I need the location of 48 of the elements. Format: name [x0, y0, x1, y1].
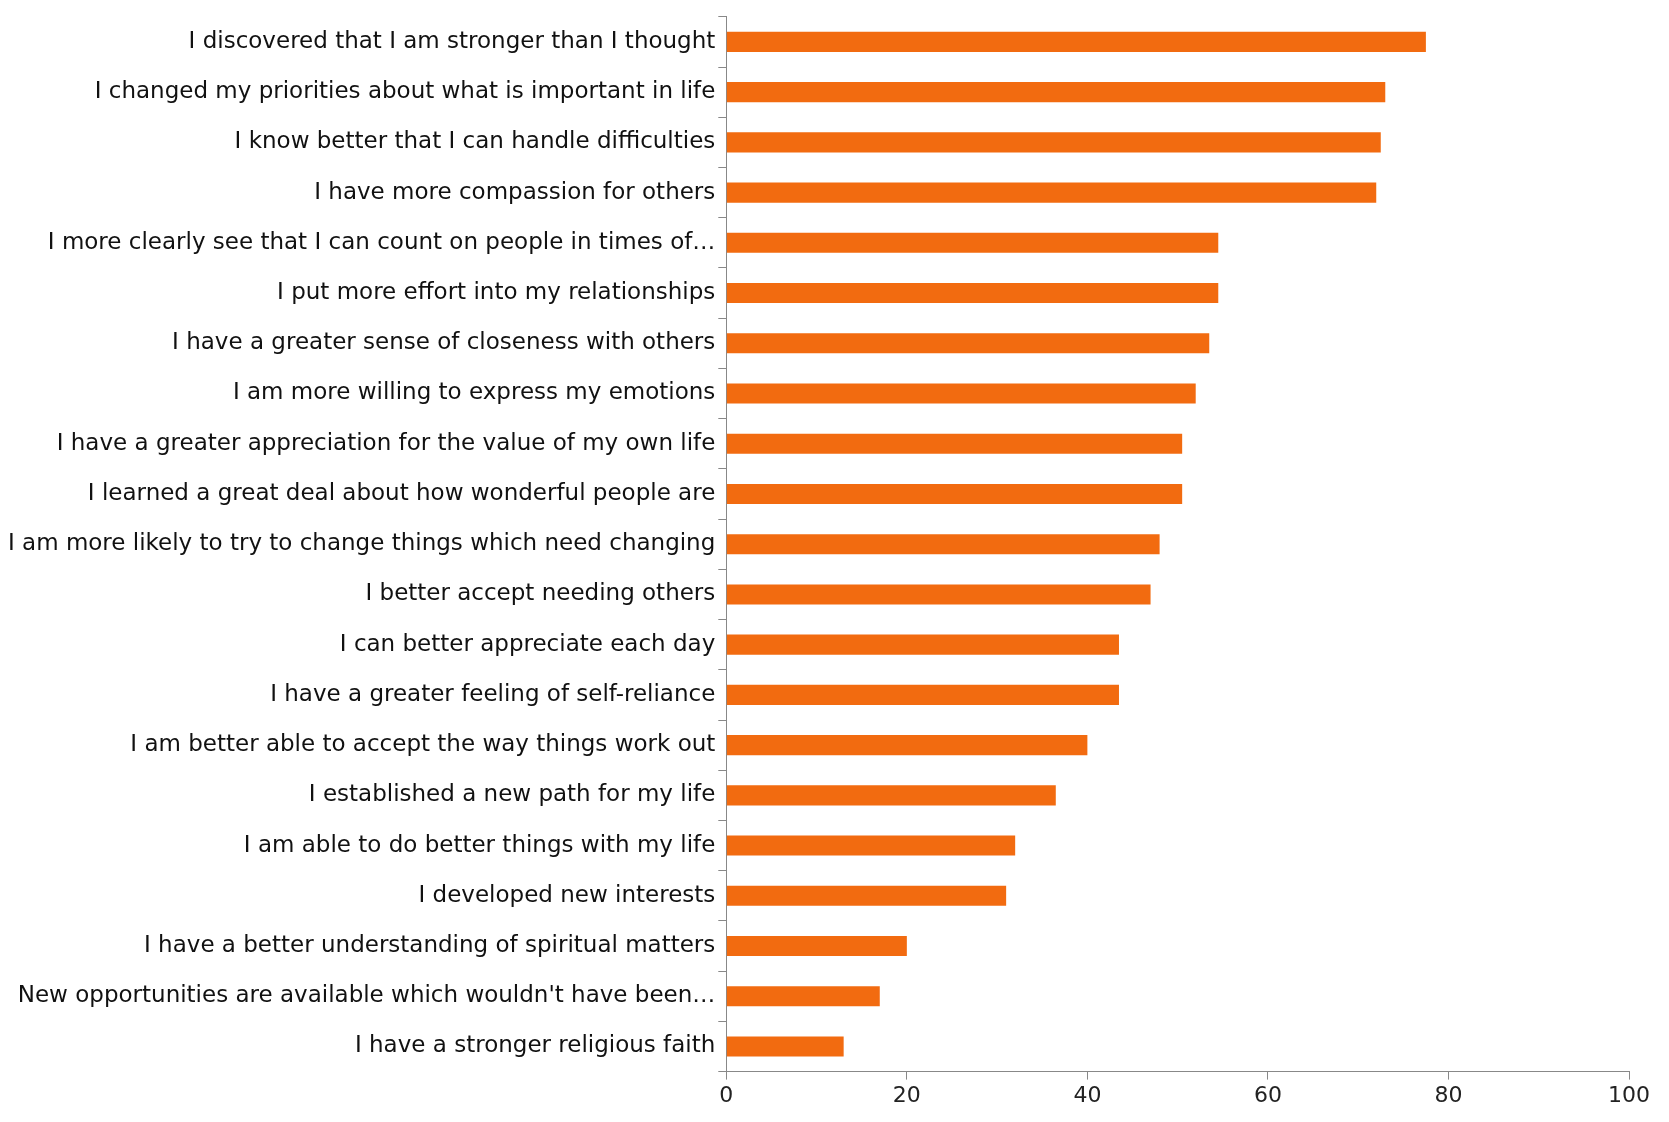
- y-tick-label: I have more compassion for others: [314, 177, 716, 204]
- bar: [726, 785, 1056, 806]
- bar: [726, 433, 1183, 454]
- y-tick-label: New opportunities are available which wouldn't have been…: [17, 981, 716, 1008]
- bar: [726, 283, 1219, 304]
- bar: [726, 584, 1151, 605]
- bar: [726, 1036, 844, 1057]
- bar: [726, 534, 1160, 555]
- bar: [726, 935, 907, 957]
- y-tick-label: I know better that I can handle difficulties: [234, 127, 716, 154]
- bar: [726, 835, 1016, 856]
- bar: [726, 232, 1219, 253]
- bar: [726, 31, 1426, 52]
- bar: [726, 132, 1381, 153]
- y-tick-label: I am better able to accept the way things work out: [130, 730, 716, 757]
- bar: [726, 986, 880, 1007]
- y-tick-label: I have a stronger religious faith: [354, 1031, 716, 1058]
- y-tick-label: I am more willing to express my emotions: [232, 378, 716, 405]
- y-tick-label: I established a new path for my life: [308, 780, 716, 807]
- bar: [726, 383, 1196, 404]
- bar: [726, 684, 1119, 705]
- bar: [726, 182, 1377, 203]
- x-tick-label: 0: [719, 1081, 734, 1107]
- x-tick-label: 40: [1073, 1081, 1102, 1107]
- y-tick-label: I am more likely to try to change things which need changing: [7, 529, 716, 556]
- y-tick-label: I developed new interests: [418, 880, 716, 907]
- y-tick-label: I have a greater feeling of self-reliance: [270, 679, 716, 706]
- y-tick-label: I have a better understanding of spiritual matters: [144, 931, 716, 957]
- bar: [726, 885, 1007, 906]
- bar: [726, 634, 1119, 655]
- y-tick-label: I am able to do better things with my life: [243, 830, 716, 857]
- bar: [726, 82, 1386, 103]
- bar: [726, 735, 1088, 756]
- x-tick-label: 80: [1434, 1081, 1463, 1107]
- y-tick-label: I changed my priorities about what is important in life: [94, 77, 716, 104]
- y-tick-label: I can better appreciate each day: [339, 629, 716, 656]
- y-tick-label: I have a greater appreciation for the value of my own life: [56, 428, 716, 455]
- y-tick-label: I put more effort into my relationships: [277, 278, 716, 305]
- x-tick-label: 100: [1608, 1081, 1650, 1107]
- x-tick-label: 60: [1253, 1081, 1282, 1107]
- y-tick-label: I discovered that I am stronger than I thought: [188, 26, 716, 53]
- y-tick-label: I better accept needing others: [365, 579, 716, 606]
- bar: [726, 483, 1183, 505]
- y-tick-label: I learned a great deal about how wonderful people are: [87, 478, 716, 505]
- y-tick-label: I more clearly see that I can count on people in times of…: [47, 227, 716, 254]
- y-tick-label: I have a greater sense of closeness with others: [172, 328, 716, 355]
- x-tick-label: 20: [892, 1081, 921, 1107]
- bar: [726, 333, 1210, 354]
